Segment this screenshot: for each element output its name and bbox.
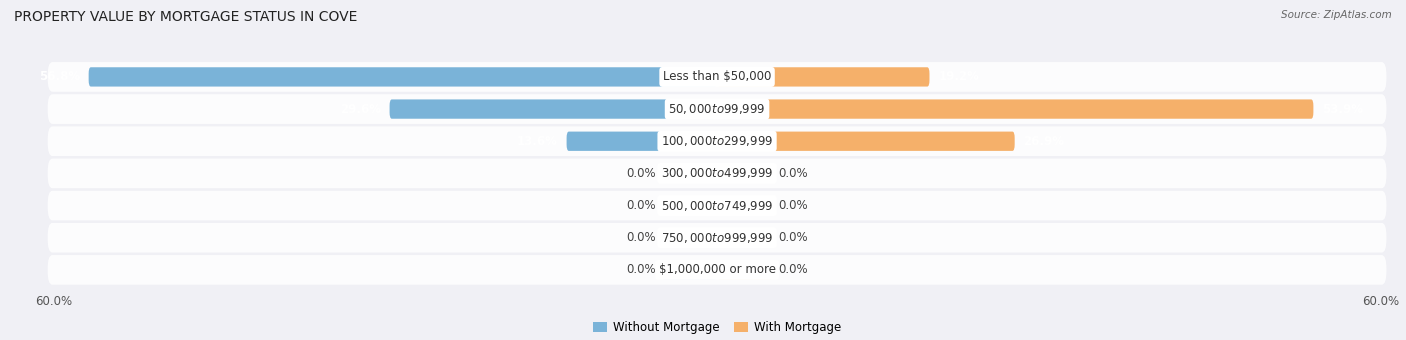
Text: $500,000 to $749,999: $500,000 to $749,999 bbox=[661, 199, 773, 212]
Text: 13.6%: 13.6% bbox=[517, 135, 558, 148]
FancyBboxPatch shape bbox=[48, 94, 1386, 124]
Text: 0.0%: 0.0% bbox=[778, 199, 807, 212]
Text: 26.9%: 26.9% bbox=[1024, 135, 1064, 148]
FancyBboxPatch shape bbox=[717, 132, 1015, 151]
Text: 53.9%: 53.9% bbox=[1322, 103, 1364, 116]
FancyBboxPatch shape bbox=[662, 260, 717, 279]
Text: 0.0%: 0.0% bbox=[627, 264, 657, 276]
Text: 0.0%: 0.0% bbox=[627, 167, 657, 180]
FancyBboxPatch shape bbox=[662, 228, 717, 248]
FancyBboxPatch shape bbox=[48, 62, 1386, 92]
Text: 29.6%: 29.6% bbox=[340, 103, 381, 116]
Text: $750,000 to $999,999: $750,000 to $999,999 bbox=[661, 231, 773, 245]
FancyBboxPatch shape bbox=[389, 99, 717, 119]
FancyBboxPatch shape bbox=[717, 260, 772, 279]
Text: Source: ZipAtlas.com: Source: ZipAtlas.com bbox=[1281, 10, 1392, 20]
Text: 0.0%: 0.0% bbox=[778, 167, 807, 180]
FancyBboxPatch shape bbox=[48, 158, 1386, 188]
FancyBboxPatch shape bbox=[662, 196, 717, 215]
FancyBboxPatch shape bbox=[717, 99, 1313, 119]
Text: $100,000 to $299,999: $100,000 to $299,999 bbox=[661, 134, 773, 148]
Text: $300,000 to $499,999: $300,000 to $499,999 bbox=[661, 166, 773, 181]
FancyBboxPatch shape bbox=[48, 223, 1386, 253]
Legend: Without Mortgage, With Mortgage: Without Mortgage, With Mortgage bbox=[588, 317, 846, 339]
Text: 19.2%: 19.2% bbox=[938, 70, 979, 83]
Text: PROPERTY VALUE BY MORTGAGE STATUS IN COVE: PROPERTY VALUE BY MORTGAGE STATUS IN COV… bbox=[14, 10, 357, 24]
Text: 56.8%: 56.8% bbox=[39, 70, 80, 83]
FancyBboxPatch shape bbox=[717, 196, 772, 215]
FancyBboxPatch shape bbox=[717, 228, 772, 248]
Text: 0.0%: 0.0% bbox=[627, 231, 657, 244]
FancyBboxPatch shape bbox=[48, 126, 1386, 156]
FancyBboxPatch shape bbox=[89, 67, 717, 87]
Text: 0.0%: 0.0% bbox=[778, 264, 807, 276]
Text: 0.0%: 0.0% bbox=[627, 199, 657, 212]
FancyBboxPatch shape bbox=[717, 67, 929, 87]
FancyBboxPatch shape bbox=[717, 164, 772, 183]
Text: $1,000,000 or more: $1,000,000 or more bbox=[658, 264, 776, 276]
FancyBboxPatch shape bbox=[567, 132, 717, 151]
FancyBboxPatch shape bbox=[48, 191, 1386, 220]
Text: 0.0%: 0.0% bbox=[778, 231, 807, 244]
Text: Less than $50,000: Less than $50,000 bbox=[662, 70, 772, 83]
FancyBboxPatch shape bbox=[662, 164, 717, 183]
Text: $50,000 to $99,999: $50,000 to $99,999 bbox=[668, 102, 766, 116]
FancyBboxPatch shape bbox=[48, 255, 1386, 285]
